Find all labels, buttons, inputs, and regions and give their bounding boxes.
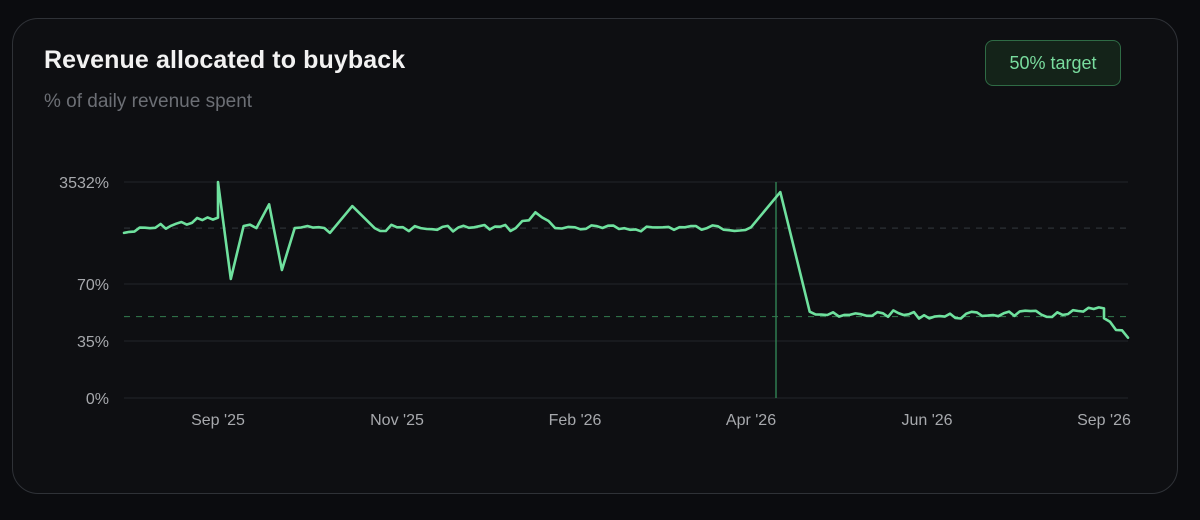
y-tick-label: 35% xyxy=(77,334,109,351)
y-tick-label: 3532% xyxy=(59,175,109,192)
x-tick-label: Apr '26 xyxy=(726,412,776,429)
x-tick-label: Sep '25 xyxy=(191,412,245,429)
target-badge[interactable]: 50% target xyxy=(985,40,1121,86)
x-tick-label: Feb '26 xyxy=(549,412,602,429)
chart-card xyxy=(12,18,1178,494)
y-tick-label: 0% xyxy=(86,391,109,408)
chart-subtitle: % of daily revenue spent xyxy=(44,91,253,112)
x-tick-label: Jun '26 xyxy=(901,412,952,429)
x-tick-label: Sep '26 xyxy=(1077,412,1131,429)
y-tick-label: 70% xyxy=(77,277,109,294)
x-tick-label: Nov '25 xyxy=(370,412,424,429)
series-line xyxy=(122,180,1130,339)
chart-title: Revenue allocated to buyback xyxy=(44,46,406,74)
